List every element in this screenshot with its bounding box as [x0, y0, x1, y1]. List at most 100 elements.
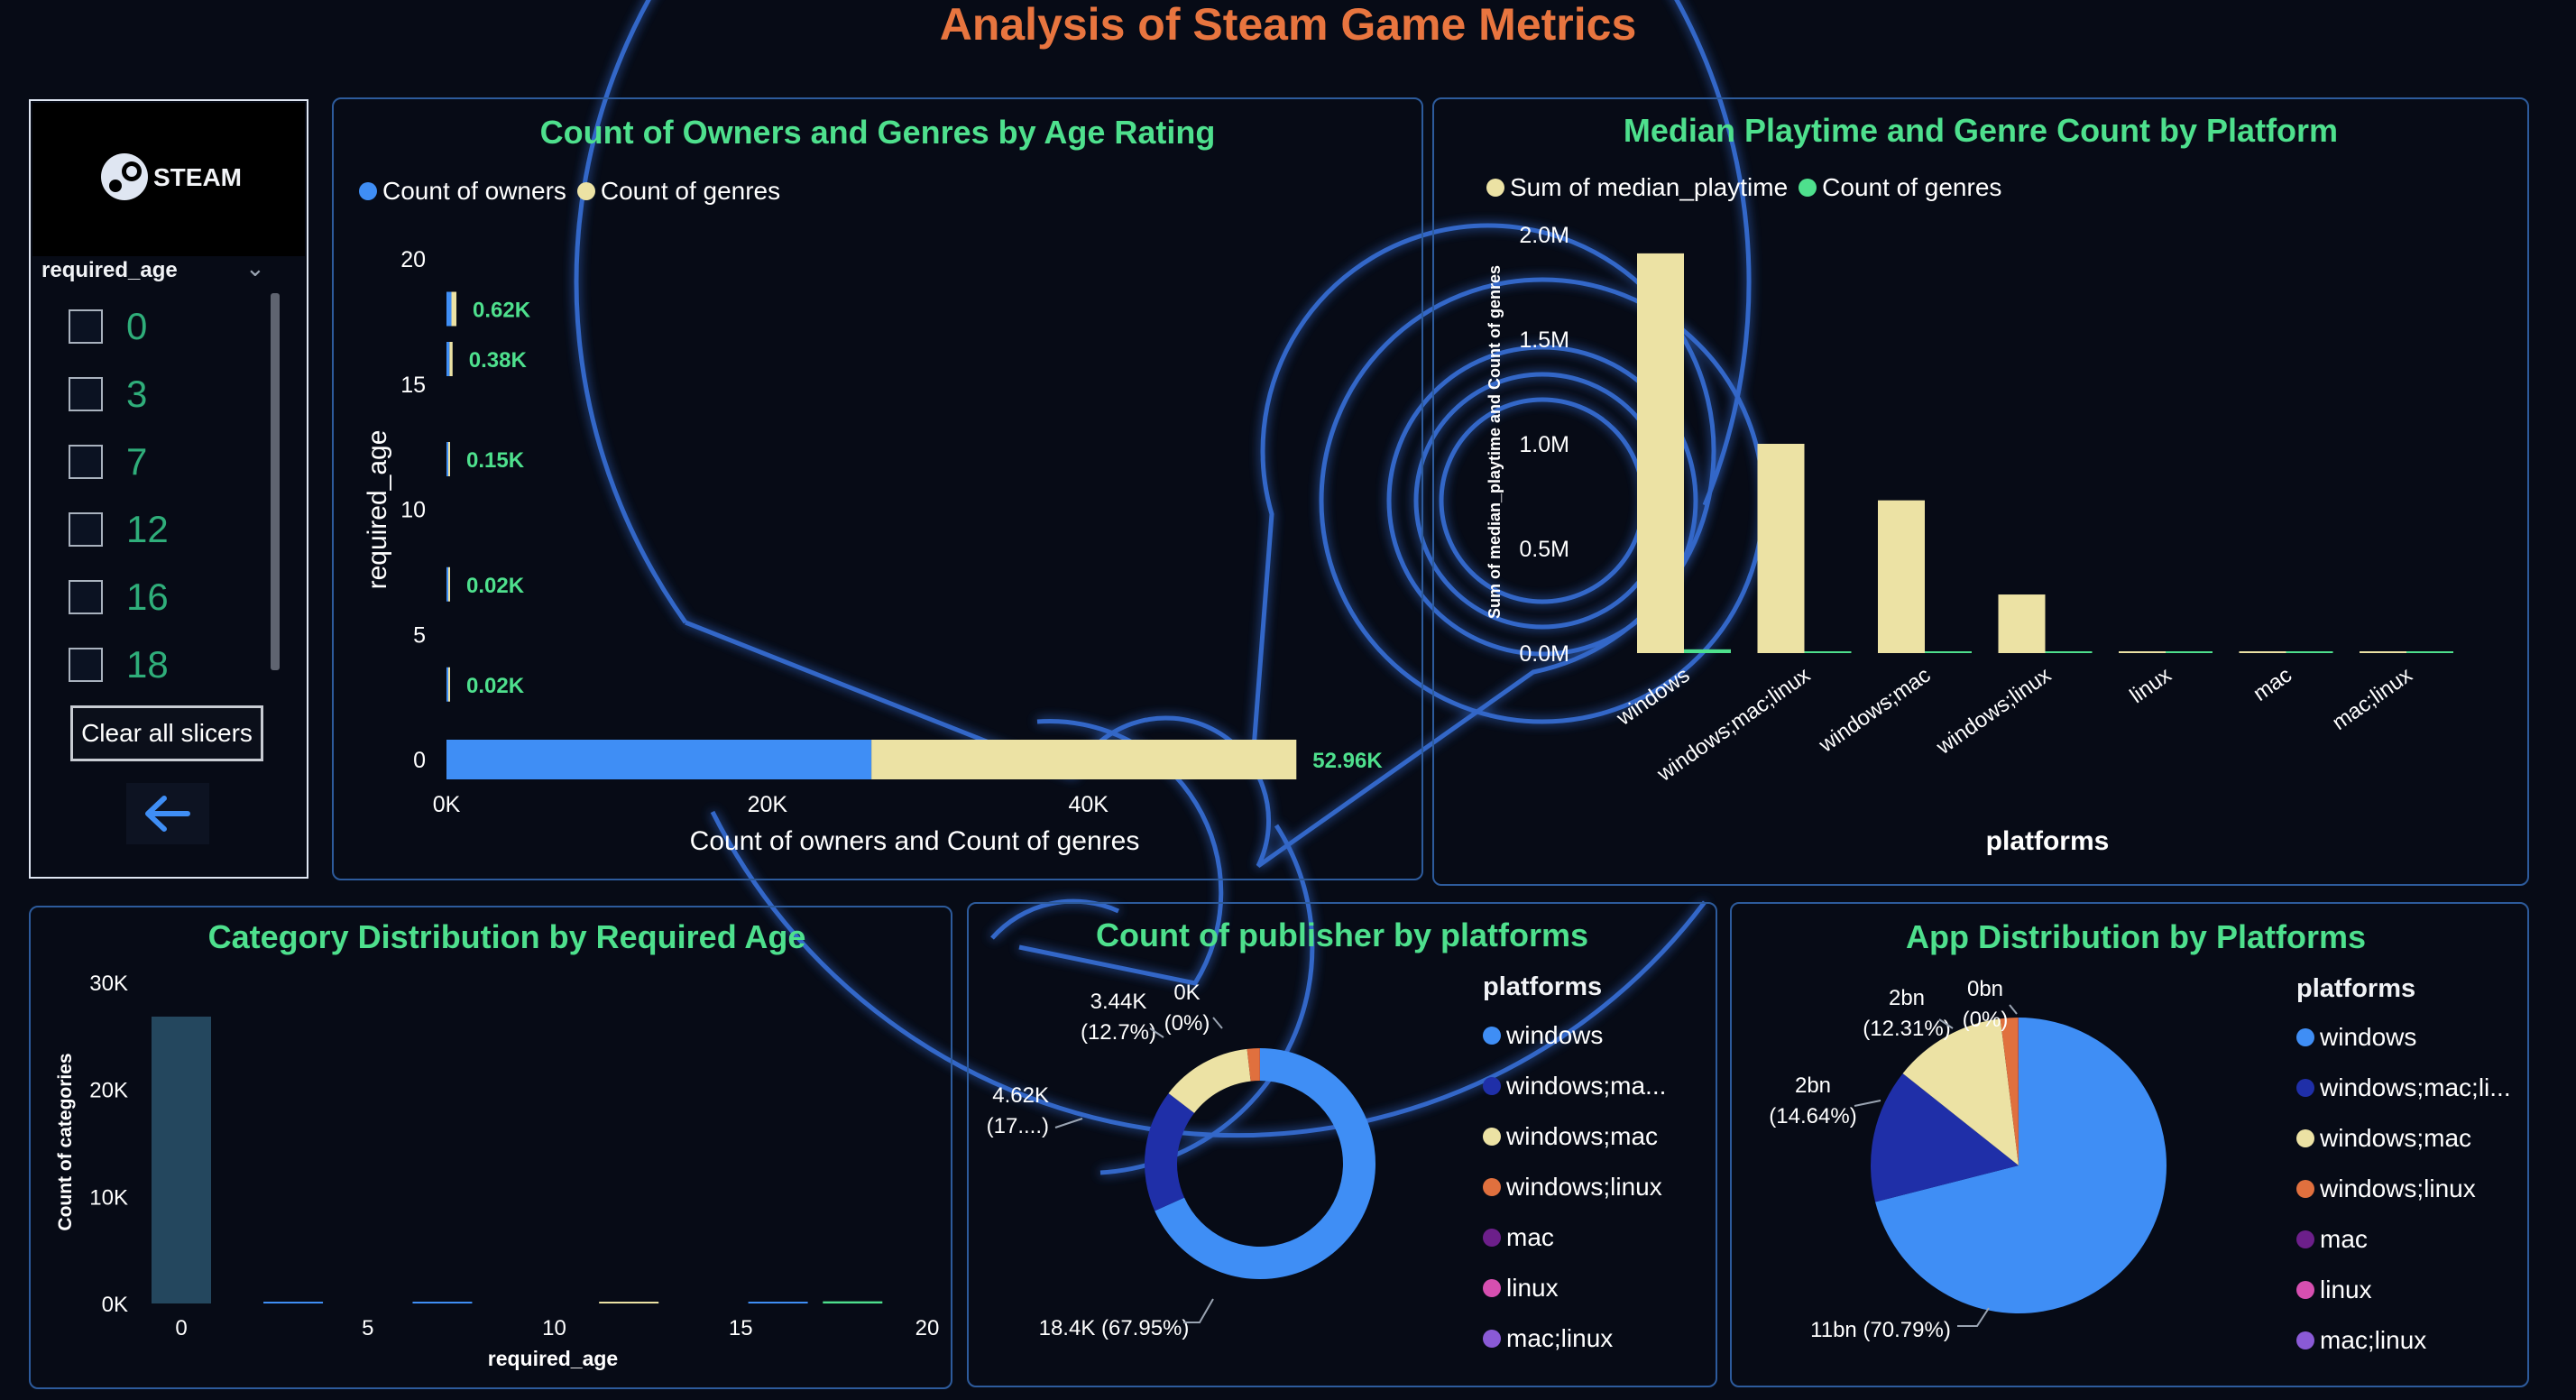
y-tick-label: 30K — [89, 972, 128, 996]
y-tick-label: 1.0M — [1519, 432, 1569, 457]
legend-item[interactable]: linux — [1483, 1263, 1666, 1313]
x-tick-label: mac — [2249, 663, 2296, 706]
leader-line — [2009, 1004, 2018, 1015]
legend-label: mac — [1506, 1223, 1554, 1251]
bar-segment — [446, 740, 872, 779]
x-axis-label: Count of owners and Count of genres — [690, 826, 1140, 856]
legend-label-owners[interactable]: Count of owners — [382, 177, 566, 205]
x-tick-label: windows;linux — [1931, 663, 2056, 760]
bar — [1998, 594, 2046, 653]
checkbox[interactable] — [69, 445, 103, 479]
bar — [412, 1302, 473, 1303]
legend-label-playtime[interactable]: Sum of median_playtime — [1510, 173, 1789, 201]
legend-item[interactable]: mac;linux — [2296, 1315, 2511, 1366]
arrow-left-icon — [145, 796, 190, 832]
slicer-option-label: 7 — [126, 440, 148, 483]
legend-swatch — [576, 182, 595, 200]
leader-line — [1149, 1027, 1164, 1038]
legend-swatch — [2296, 1028, 2314, 1046]
legend-label: windows;mac;li... — [2320, 1073, 2511, 1101]
legend-title: platforms — [1483, 972, 1603, 1001]
data-label: (0%) — [1963, 1008, 2009, 1032]
legend-swatch — [1483, 1229, 1501, 1247]
back-button[interactable] — [126, 783, 209, 844]
y-tick-label: 0.5M — [1519, 537, 1569, 562]
legend-item[interactable]: windows — [2296, 1012, 2511, 1063]
legend-label: linux — [2320, 1276, 2372, 1303]
legend-item[interactable]: mac — [1483, 1212, 1666, 1263]
legend-item[interactable]: mac — [2296, 1214, 2511, 1265]
y-axis-label: required_age — [363, 430, 392, 590]
slicer-option[interactable]: 12 — [69, 502, 169, 557]
data-label: 0.62K — [473, 299, 531, 323]
data-label: (12.31%) — [1863, 1017, 1950, 1041]
checkbox[interactable] — [69, 580, 103, 614]
slicer-option[interactable]: 3 — [69, 367, 147, 421]
checkbox[interactable] — [69, 648, 103, 682]
bar — [1684, 649, 1731, 653]
legend-publisher: platforms windows windows;ma... windows;mac… — [1483, 972, 1666, 1364]
slicer-scrollbar[interactable] — [271, 293, 280, 670]
data-label: (12.7%) — [1081, 1020, 1156, 1045]
legend-label-genres-count[interactable]: Count of genres — [1822, 173, 2002, 201]
leader-line — [1957, 1307, 1990, 1327]
legend-swatch — [1483, 1027, 1501, 1045]
panel-app-distribution — [1730, 902, 2529, 1387]
pie-slice — [1155, 1048, 1376, 1279]
legend-item[interactable]: windows;ma... — [1483, 1061, 1666, 1111]
chevron-down-icon[interactable]: ⌄ — [245, 254, 265, 281]
pie-slice — [2000, 1018, 2019, 1165]
slicer-option[interactable]: 0 — [69, 299, 147, 354]
x-tick-label: 5 — [362, 1316, 373, 1340]
x-axis-label: platforms — [1986, 826, 2110, 856]
data-label: 0.02K — [466, 674, 525, 698]
chart-title-owners-genres: Count of Owners and Genres by Age Rating — [539, 114, 1216, 151]
slicer-option[interactable]: 7 — [69, 435, 147, 489]
legend-item[interactable]: windows;mac — [1483, 1111, 1666, 1162]
bar — [1637, 253, 1684, 653]
checkbox[interactable] — [69, 512, 103, 547]
legend-item[interactable]: windows;linux — [1483, 1162, 1666, 1212]
bar-segment — [446, 442, 448, 476]
bar — [1757, 444, 1805, 653]
x-tick-label: linux — [2126, 663, 2176, 708]
legend-owners-genres: Count of owners Count of genres — [359, 177, 780, 206]
slicer-option[interactable]: 18 — [69, 638, 169, 692]
pie-slice — [1247, 1048, 1260, 1082]
legend-swatch — [2296, 1079, 2314, 1097]
data-label: (17....) — [987, 1114, 1049, 1138]
legend-label-genres[interactable]: Count of genres — [600, 177, 781, 205]
checkbox[interactable] — [69, 309, 103, 344]
slicer-option-label: 12 — [126, 508, 169, 550]
bar — [2166, 651, 2213, 653]
data-label: (14.64%) — [1769, 1104, 1856, 1128]
steam-icon: STEAM — [101, 153, 242, 200]
x-tick-label: windows — [1612, 663, 1695, 731]
legend-swatch — [359, 182, 377, 200]
legend-item[interactable]: windows — [1483, 1010, 1666, 1061]
checkbox[interactable] — [69, 377, 103, 411]
slicer-field-title: required_age — [41, 258, 178, 282]
legend-item[interactable]: mac;linux — [1483, 1313, 1666, 1364]
x-axis-label: required_age — [488, 1347, 618, 1370]
bar-segment — [448, 442, 450, 476]
x-tick-label: 40K — [1068, 792, 1109, 817]
clear-all-slicers-button[interactable]: Clear all slicers — [70, 705, 263, 761]
bar — [2119, 651, 2166, 653]
legend-item[interactable]: windows;linux — [2296, 1164, 2511, 1214]
bar — [2406, 651, 2453, 653]
page-title: Analysis of Steam Game Metrics — [939, 0, 1637, 50]
legend-item[interactable]: windows;mac — [2296, 1113, 2511, 1164]
panel-owners-genres — [332, 97, 1423, 880]
y-tick-label: 15 — [400, 373, 426, 398]
legend-item[interactable]: windows;mac;li... — [2296, 1063, 2511, 1113]
bar-segment — [446, 291, 452, 327]
legend-item[interactable]: linux — [2296, 1265, 2511, 1315]
panel-category — [29, 906, 952, 1389]
legend-swatch — [1483, 1330, 1501, 1348]
slicer-option[interactable]: 16 — [69, 570, 169, 624]
legend-label: mac;linux — [2320, 1326, 2427, 1354]
chart-title-app-distribution: App Distribution by Platforms — [1905, 918, 2366, 955]
data-label: (0%) — [1164, 1011, 1210, 1036]
legend-swatch — [1483, 1128, 1501, 1146]
